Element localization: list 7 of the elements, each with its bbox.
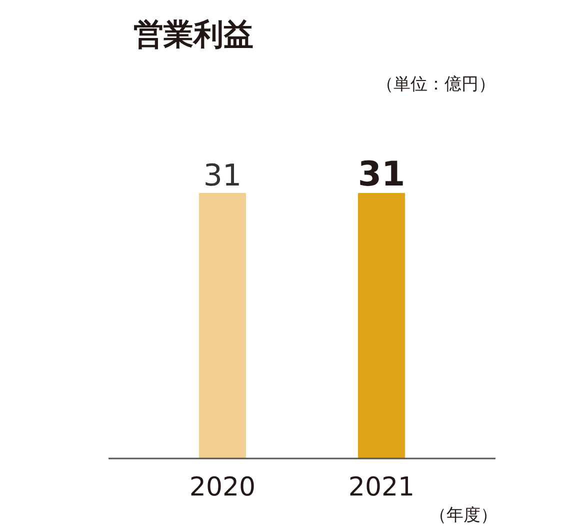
text: （年度）	[430, 506, 498, 526]
data-label: 31	[203, 158, 242, 194]
x-tick-label: 2021	[348, 472, 415, 502]
data-label: 31	[358, 154, 406, 195]
text: （単位：億円）	[376, 74, 496, 94]
chart-title: 営業利益	[134, 18, 254, 52]
x-tick-label: 2020	[189, 472, 256, 502]
